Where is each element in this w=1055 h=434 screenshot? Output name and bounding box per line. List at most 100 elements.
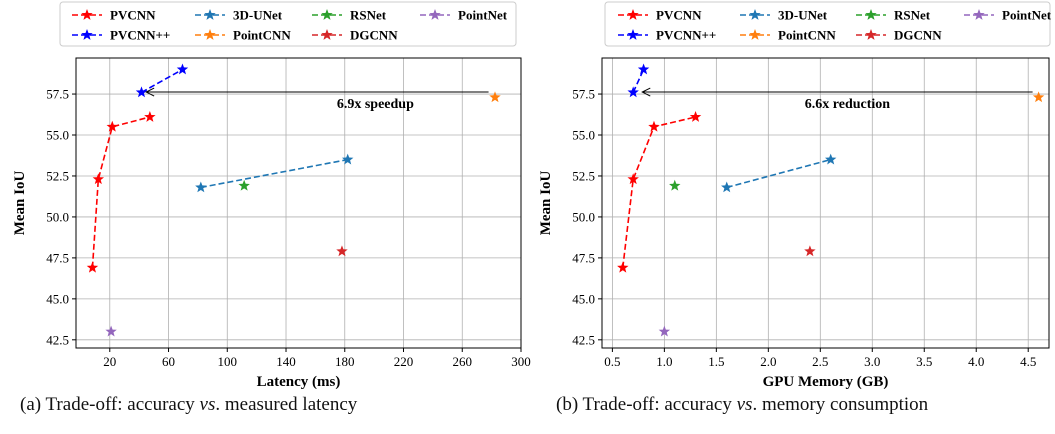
data-point-rsnet — [238, 179, 250, 191]
series-line-pvcnn — [91, 116, 151, 268]
axes-frame — [601, 57, 1050, 349]
data-point-dgcnn — [336, 245, 348, 257]
data-point-3d-unet — [341, 153, 354, 165]
x-tick-label: 1.5 — [708, 354, 724, 369]
y-tick-label: 57.5 — [46, 87, 69, 102]
legend-marker — [865, 29, 877, 40]
data-point-pointnet — [658, 325, 671, 337]
y-tick-label: 47.5 — [46, 250, 69, 265]
chart-memory: 0.5 1.0 1.5 2.0 2.5 3.0 3.5 4.0 4.5 42.5 45.0 47.5 5… — [538, 1, 1052, 390]
legend-label: DGCNN — [350, 28, 398, 43]
data-point-pvcnn++ — [135, 86, 148, 98]
legend-marker — [321, 9, 333, 20]
legend-label: RSNet — [350, 8, 387, 23]
legend-frame — [59, 1, 517, 47]
y-tick-label: 42.5 — [572, 332, 595, 347]
y-tick-label: 55.0 — [46, 128, 69, 143]
y-axis-label: Mean IoU — [538, 171, 554, 236]
legend-marker — [749, 9, 761, 20]
data-point-pvcnn — [689, 110, 702, 122]
legend-marker — [865, 9, 877, 20]
legend-marker — [429, 9, 441, 20]
x-tick-label: 180 — [335, 354, 355, 369]
y-tick-label: 52.5 — [46, 168, 69, 183]
legend-label: PVCNN++ — [656, 28, 716, 43]
y-tick-label: 45.0 — [46, 291, 69, 306]
data-point-pointnet — [105, 325, 117, 337]
annotation-label: 6.6x reduction — [805, 97, 891, 112]
y-tick-label: 45.0 — [572, 291, 595, 306]
x-tick-label: 1.0 — [656, 354, 672, 369]
data-point-pvcnn — [627, 173, 639, 185]
axes-frame — [75, 57, 522, 349]
annotation-label: 6.9x speedup — [337, 97, 414, 112]
x-axis-label: GPU Memory (GB) — [763, 374, 889, 390]
x-axis-label: Latency (ms) — [257, 374, 341, 390]
legend-label: RSNet — [894, 8, 931, 23]
data-point-3d-unet — [721, 181, 733, 193]
data-point-pointcnn — [489, 91, 501, 103]
y-tick-label: 50.0 — [46, 209, 69, 224]
data-point-pvcnn++ — [176, 63, 189, 75]
x-tick-label: 260 — [453, 354, 473, 369]
data-point-3d-unet — [195, 181, 207, 193]
legend-marker — [627, 9, 639, 20]
series-line-3d-unet — [200, 158, 348, 189]
data-point-pvcnn — [144, 110, 156, 122]
y-tick-label: 42.5 — [46, 332, 69, 347]
x-tick-label: 100 — [218, 354, 238, 369]
legend-label: PVCNN — [656, 8, 702, 23]
data-point-pvcnn — [86, 261, 99, 273]
legend-marker — [204, 9, 216, 20]
data-point-3d-unet — [824, 153, 837, 165]
legend-marker — [321, 29, 333, 40]
legend-label: PointCNN — [233, 28, 291, 43]
legend-marker — [81, 9, 93, 20]
x-tick-label: 4.0 — [968, 354, 984, 369]
x-tick-label: 2.0 — [760, 354, 776, 369]
data-point-pvcnn — [648, 120, 660, 132]
annotation-arrowhead — [641, 87, 651, 97]
data-point-pvcnn++ — [637, 63, 650, 75]
legend-marker — [204, 29, 216, 40]
legend-label: 3D-UNet — [233, 8, 283, 23]
x-tick-label: 20 — [103, 354, 116, 369]
legend-label: PointNet — [458, 8, 508, 23]
data-point-pvcnn++ — [627, 86, 639, 98]
y-axis-label: Mean IoU — [12, 171, 28, 236]
y-tick-label: 57.5 — [572, 87, 595, 102]
legend-marker — [749, 29, 761, 40]
x-tick-label: 0.5 — [604, 354, 620, 369]
data-point-dgcnn — [804, 245, 816, 257]
legend: PVCNN PVCNN++ 3D-UNet PointCNN RSNet DGCNN Poi… — [604, 1, 1052, 47]
data-point-rsnet — [669, 179, 681, 191]
x-tick-label: 2.5 — [812, 354, 828, 369]
x-tick-label: 300 — [511, 354, 531, 369]
legend-marker — [627, 29, 639, 40]
x-tick-label: 3.0 — [864, 354, 880, 369]
legend-label: DGCNN — [894, 28, 942, 43]
y-tick-label: 52.5 — [572, 168, 595, 183]
x-tick-label: 220 — [394, 354, 414, 369]
annotation-arrowhead — [145, 87, 155, 97]
series-line-pvcnn++ — [632, 69, 645, 93]
data-point-pvcnn — [617, 261, 629, 273]
series-line-3d-unet — [726, 158, 831, 189]
legend-marker — [973, 9, 985, 20]
x-tick-label: 4.5 — [1020, 354, 1036, 369]
chart-latency: 20 60 100 140 180 220 260 300 42.5 45.0 47.5 50.0 52… — [12, 1, 531, 390]
legend: PVCNN PVCNN++ 3D-UNet PointCNN RSNet DGCNN Poi… — [59, 1, 517, 47]
x-tick-label: 3.5 — [916, 354, 932, 369]
data-point-pvcnn — [106, 120, 118, 132]
series-line-pvcnn++ — [141, 68, 183, 94]
legend-frame — [604, 1, 1051, 47]
caption-b: (b) Trade-off: accuracy vs. memory consu… — [556, 394, 929, 415]
legend-label: PointNet — [1002, 8, 1052, 23]
legend-label: PVCNN++ — [110, 28, 170, 43]
caption-a: (a) Trade-off: accuracy vs. measured lat… — [20, 394, 358, 415]
y-tick-label: 50.0 — [572, 209, 595, 224]
data-point-pvcnn — [92, 173, 105, 185]
legend-label: PointCNN — [778, 28, 836, 43]
x-tick-label: 140 — [276, 354, 296, 369]
